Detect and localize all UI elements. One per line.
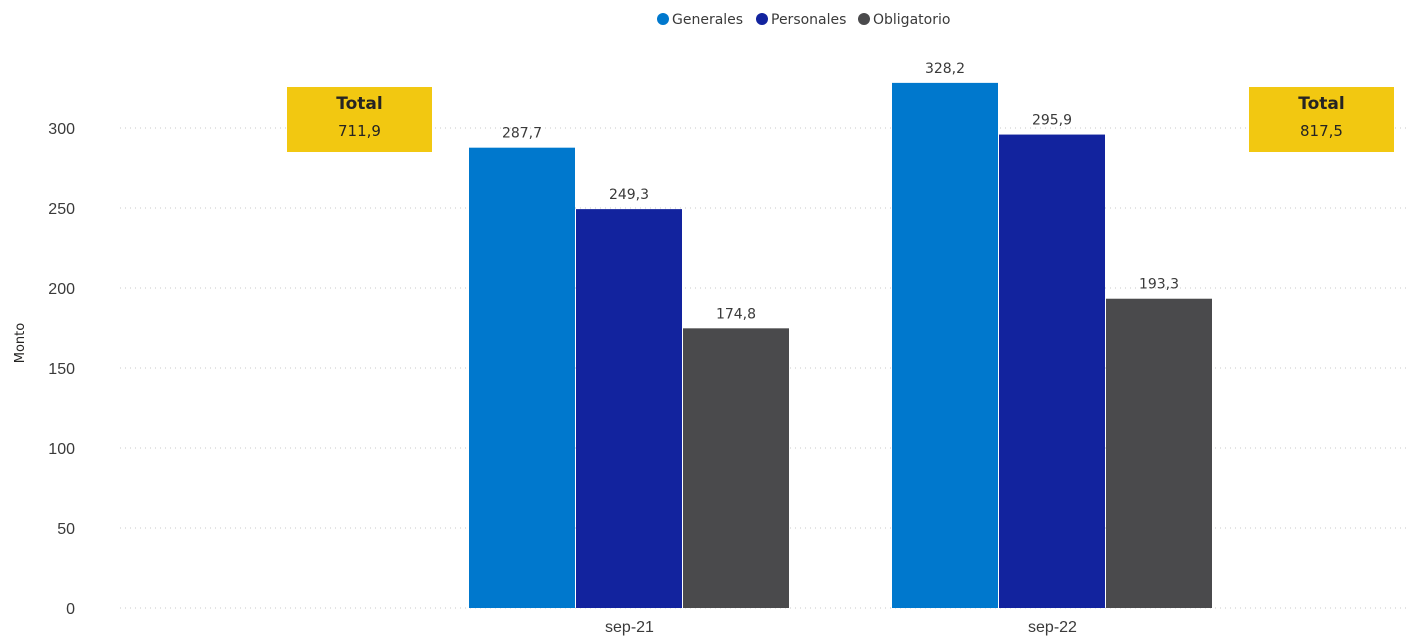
y-axis-ticks: 0 50 100 150 200 250 300 [48, 121, 75, 618]
x-category-label: sep-22 [1028, 619, 1077, 636]
data-label-obligatorio-sep-22: 193,3 [1139, 277, 1179, 293]
legend-item-generales[interactable]: Generales [657, 12, 743, 28]
y-tick-label: 200 [48, 281, 75, 298]
bar-obligatorio-sep-22[interactable] [1106, 298, 1212, 608]
x-category-label: sep-21 [605, 619, 654, 636]
legend: Generales Personales Obligatorio [657, 12, 950, 28]
legend-marker-personales [756, 13, 768, 25]
bars [469, 82, 1212, 608]
y-tick-label: 150 [48, 361, 75, 378]
total-card-right-value: 817,5 [1300, 122, 1343, 140]
y-axis-title: Monto [13, 323, 28, 364]
y-tick-label: 0 [66, 601, 75, 618]
total-card-left-value: 711,9 [338, 122, 381, 140]
legend-label-obligatorio: Obligatorio [873, 12, 950, 28]
total-card-right: Total 817,5 [1249, 87, 1394, 152]
y-tick-label: 250 [48, 201, 75, 218]
bar-generales-sep-22[interactable] [892, 82, 998, 608]
data-label-generales-sep-22: 328,2 [925, 61, 965, 77]
bar-personales-sep-22[interactable] [999, 134, 1105, 608]
y-tick-label: 50 [57, 521, 75, 538]
data-label-personales-sep-22: 295,9 [1032, 113, 1072, 129]
legend-marker-generales [657, 13, 669, 25]
total-card-right-bg [1249, 87, 1394, 152]
total-card-right-title: Total [1298, 94, 1344, 114]
bar-personales-sep-21[interactable] [576, 209, 682, 608]
legend-marker-obligatorio [858, 13, 870, 25]
total-card-left: Total 711,9 [287, 87, 432, 152]
bar-obligatorio-sep-21[interactable] [683, 328, 789, 608]
legend-item-personales[interactable]: Personales [756, 12, 846, 28]
data-label-obligatorio-sep-21: 174,8 [716, 306, 756, 322]
data-labels: 287,7 249,3 174,8 328,2 295,9 193,3 [502, 61, 1179, 322]
legend-label-generales: Generales [672, 12, 743, 28]
legend-label-personales: Personales [771, 12, 846, 28]
data-label-personales-sep-21: 249,3 [609, 187, 649, 203]
bar-generales-sep-21[interactable] [469, 147, 575, 608]
total-card-left-title: Total [336, 94, 382, 114]
y-tick-label: 100 [48, 441, 75, 458]
legend-item-obligatorio[interactable]: Obligatorio [858, 12, 950, 28]
y-tick-label: 300 [48, 121, 75, 138]
x-axis-categories: sep-21 sep-22 [605, 619, 1077, 636]
data-label-generales-sep-21: 287,7 [502, 126, 542, 142]
total-card-left-bg [287, 87, 432, 152]
